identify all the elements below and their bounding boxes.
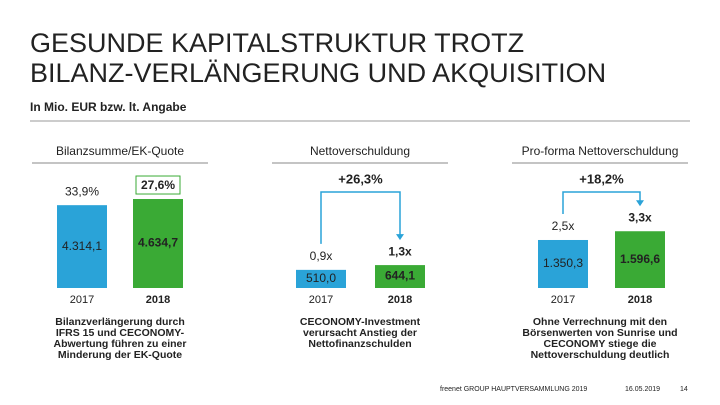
chart-title: Nettoverschuldung <box>310 144 410 158</box>
ratio-label: 33,9% <box>65 184 99 198</box>
chart-note: Ohne Verrechnung mit den <box>533 316 667 328</box>
change-bracket <box>562 191 641 214</box>
chart-note: Nettoverschuldung deutlich <box>531 349 670 361</box>
footer-page: 14 <box>680 386 688 393</box>
bar <box>375 265 425 288</box>
arrow-head <box>636 200 644 207</box>
value-label: 1.350,3 <box>543 256 583 270</box>
chart-note: Bilanzverlängerung durch <box>55 316 185 328</box>
x-tick-label: 2017 <box>70 294 94 306</box>
chart-note: Minderung der EK-Quote <box>58 349 182 361</box>
bar <box>296 269 346 288</box>
arrow-head <box>396 234 404 241</box>
chart-note: Abwertung führen zu einer <box>53 338 186 350</box>
change-label: +26,3% <box>338 171 383 186</box>
ratio-label: 2,5x <box>552 219 575 233</box>
bar <box>57 205 107 288</box>
ratio-box <box>299 246 343 265</box>
ratio-box <box>60 182 104 201</box>
chart-note: CECONOMY-Investment <box>300 316 421 328</box>
bar <box>133 199 183 288</box>
ratio-label: 3,3x <box>628 210 652 224</box>
x-tick-label: 2018 <box>628 294 652 306</box>
chart-title: Bilanzsumme/EK-Quote <box>56 144 184 158</box>
value-label: 4.634,7 <box>138 236 178 250</box>
chart-note: verursacht Anstieg der <box>303 327 417 339</box>
ratio-label: 1,3x <box>388 244 412 258</box>
change-bracket <box>320 191 401 244</box>
subtitle: In Mio. EUR bzw. lt. Angabe <box>30 100 187 114</box>
x-tick-label: 2018 <box>146 294 170 306</box>
change-label: +18,2% <box>579 171 624 186</box>
x-tick-label: 2017 <box>551 294 575 306</box>
ratio-label: 0,9x <box>310 249 333 263</box>
footer-company: freenet GROUP HAUPTVERSAMMLUNG 2019 <box>440 386 587 393</box>
chart-note: Börsenwerten von Sunrise und <box>522 327 677 339</box>
x-tick-label: 2017 <box>309 294 333 306</box>
ratio-box <box>618 208 662 227</box>
ratio-box <box>378 242 422 261</box>
chart-title: Pro-forma Nettoverschuldung <box>522 144 679 158</box>
value-label: 1.596,6 <box>620 252 660 266</box>
chart-note: IFRS 15 und CECONOMY- <box>56 327 185 339</box>
bar <box>615 231 665 288</box>
x-tick-label: 2018 <box>388 294 412 306</box>
ratio-box <box>135 175 181 195</box>
value-label: 644,1 <box>385 269 415 283</box>
slide-title: GESUNDE KAPITALSTRUKTUR TROTZ <box>30 28 524 58</box>
value-label: 510,0 <box>306 271 336 285</box>
bar <box>538 239 588 288</box>
footer-date: 16.05.2019 <box>625 386 660 393</box>
ratio-box <box>541 216 585 235</box>
chart-note: CECONOMY stiege die <box>544 338 657 350</box>
value-label: 4.314,1 <box>62 239 102 253</box>
chart-note: Nettofinanzschulden <box>308 338 411 350</box>
ratio-label: 27,6% <box>141 178 175 192</box>
slide-title: BILANZ-VERLÄNGERUNG UND AKQUISITION <box>30 58 606 88</box>
